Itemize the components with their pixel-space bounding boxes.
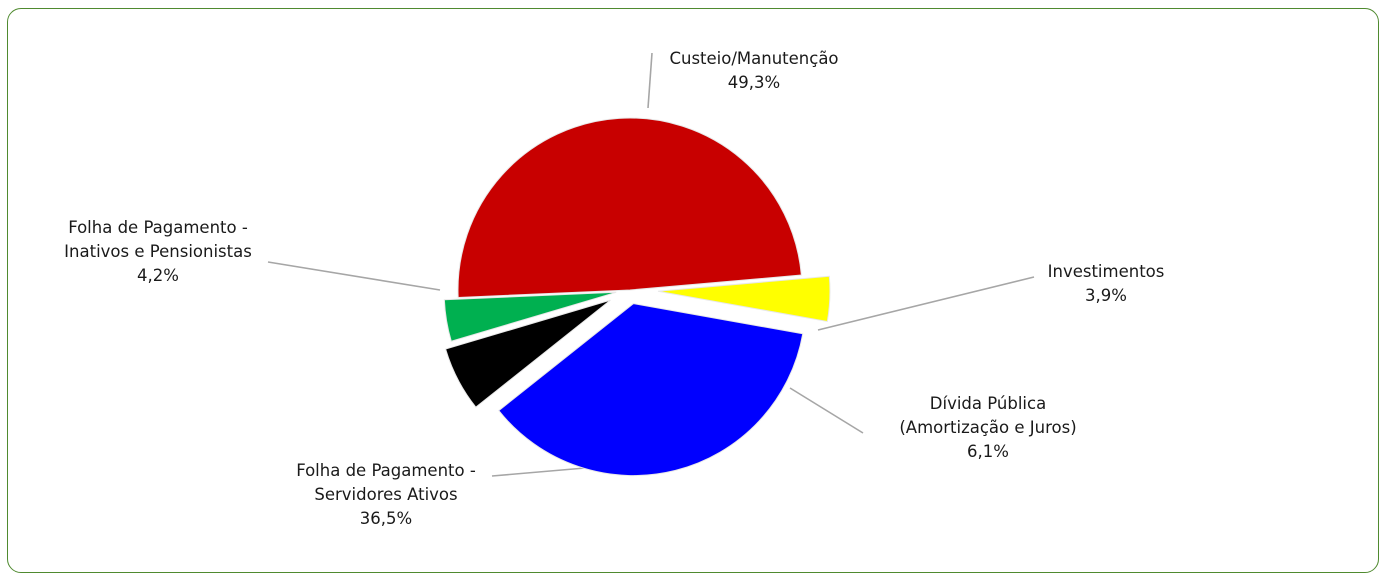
pie-slice <box>498 303 804 476</box>
pie-slice <box>444 299 611 408</box>
slice-label: Dívida Pública (Amortização e Juros) 6,1% <box>899 394 1076 461</box>
slice-name-label: (Amortização e Juros) <box>899 418 1076 437</box>
slice-label: Investimentos 3,9% <box>1048 262 1165 305</box>
slice-name-label: Custeio/Manutenção <box>669 49 838 68</box>
slice-value-label: 49,3% <box>728 73 780 92</box>
leader-line <box>817 276 1035 331</box>
leader-line <box>789 387 864 434</box>
pie-slice <box>657 275 831 323</box>
slice-name-label: Dívida Pública <box>930 394 1046 413</box>
pie-slice <box>457 117 802 298</box>
slice-label: Folha de Pagamento - Servidores Ativos 36,… <box>296 461 476 528</box>
slice-name-label: Folha de Pagamento - <box>296 461 476 480</box>
slice-name-label: Servidores Ativos <box>314 485 457 504</box>
slice-value-label: 36,5% <box>360 509 412 528</box>
leader-line <box>491 467 586 477</box>
slice-name-label: Inativos e Pensionistas <box>64 242 252 261</box>
slice-value-label: 4,2% <box>137 266 179 285</box>
slice-name-label: Folha de Pagamento - <box>68 218 248 237</box>
slice-value-label: 3,9% <box>1085 286 1127 305</box>
leader-line <box>647 52 653 109</box>
pie-slice <box>443 291 617 342</box>
leader-line <box>267 261 441 291</box>
slice-name-label: Investimentos <box>1048 262 1165 281</box>
slice-label: Folha de Pagamento - Inativos e Pensionis… <box>64 218 252 285</box>
slice-label: Custeio/Manutenção 49,3% <box>669 49 838 92</box>
slice-value-label: 6,1% <box>967 442 1009 461</box>
